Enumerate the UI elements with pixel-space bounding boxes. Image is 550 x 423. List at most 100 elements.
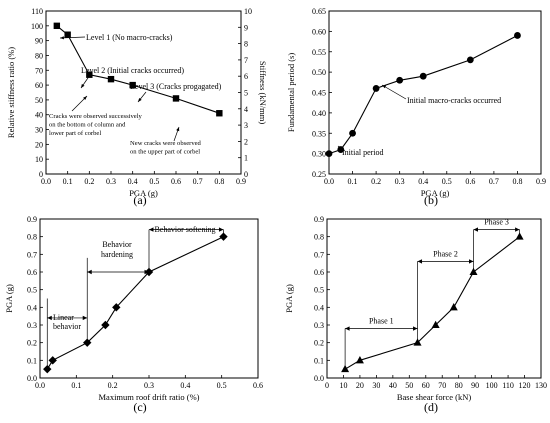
y-right-tick-label: 8: [244, 40, 248, 49]
x-tick-label: 0.2: [84, 177, 94, 186]
phase-arrow-head-left: [345, 326, 350, 331]
annotation-cracks-bottom: on the bottom of column and: [49, 122, 126, 129]
data-point: [101, 320, 110, 330]
series-line: [46, 236, 224, 370]
y-axis-label: PGA (g): [4, 284, 14, 313]
annotation-arrow-head: [83, 96, 87, 100]
annotation-cracks-bottom: lower part of corbel: [49, 130, 101, 137]
annotation-arrow: [59, 36, 86, 39]
y-tick-label: 0.6: [27, 268, 37, 277]
y-tick-label: 0.30: [312, 150, 326, 159]
chart-panel-4: 0 10 20 30 40 50 60 70 80 90 100 110 120 130 0.0 0.1 0.2…: [284, 215, 547, 414]
annotation-behavior-softening: Behavior softening: [154, 225, 215, 234]
annotation-cracks-bottom: Cracks were observed successively: [49, 113, 143, 120]
phase-arrow-head-right: [515, 227, 520, 232]
y-tick-label: 0.0: [27, 374, 37, 383]
x-tick-label: 0.6: [465, 177, 475, 186]
y-right-tick-label: 4: [244, 105, 248, 114]
x-tick-label: 90: [471, 381, 479, 390]
y-right-tick-label: 2: [244, 137, 248, 146]
y-right-tick-label: 6: [244, 72, 248, 81]
x-tick-label: 0.3: [395, 177, 405, 186]
y-tick-label: 40: [35, 111, 43, 120]
annotation-arrow-head: [60, 36, 64, 40]
data-point: [325, 150, 333, 158]
y-right-tick-label: 3: [244, 121, 248, 130]
y-tick-label: 50: [35, 96, 43, 105]
y-right-tick-label: 5: [244, 89, 248, 98]
data-point: [83, 338, 92, 347]
phase-arrow-head-left: [417, 259, 423, 264]
data-point: [337, 146, 345, 153]
y-tick-label: 0.5: [27, 286, 37, 295]
x-tick-label: 30: [372, 381, 380, 390]
annotation-arrow-head: [138, 98, 142, 102]
x-tick-label: 0.7: [489, 177, 499, 186]
phase-arrow-head-right: [218, 227, 224, 232]
annotation-cracks-upper: New cracks were observed: [130, 140, 202, 147]
x-axis-label: PGA (g): [421, 188, 450, 198]
y-tick-label: 0.6: [314, 268, 324, 277]
x-tick-label: 0.3: [106, 177, 116, 186]
data-point: [349, 129, 356, 137]
x-tick-label: 0.8: [512, 177, 522, 186]
phase-arrow-head-left: [47, 315, 52, 321]
y-tick-label: 100: [31, 22, 43, 31]
panel-label: (b): [424, 193, 438, 207]
y-tick-label: 0.35: [312, 129, 326, 138]
data-point: [431, 320, 440, 328]
x-tick-label: 120: [519, 381, 531, 390]
phase-arrow-head-right: [469, 259, 474, 264]
y-right-tick-label: 7: [244, 56, 248, 65]
x-tick-label: 60: [422, 381, 430, 390]
phase-arrow-head-left: [473, 227, 479, 232]
y-tick-label: 80: [35, 51, 43, 60]
annotation-initial-macro-cracks: Initial macro-cracks occurred: [407, 96, 501, 105]
x-tick-label: 0.5: [217, 381, 227, 390]
y-right-tick-label: 0: [244, 170, 248, 179]
panel-label: (d): [424, 400, 438, 414]
chart-panel-3: 0.0 0.1 0.2 0.3 0.4 0.5 0.6 0.0 0.1 0.2 0.3 0.4 0.5 0…: [4, 215, 263, 414]
data-point: [172, 95, 180, 102]
y-tick-label: 0.2: [314, 339, 324, 348]
y-axis-label: Relative stiffness ratio (%): [6, 47, 16, 138]
x-tick-label: 20: [356, 381, 364, 390]
x-tick-label: 0.0: [324, 177, 334, 186]
y-tick-label: 0.4: [314, 303, 324, 312]
y-tick-label: 0.65: [312, 7, 326, 16]
annotation-arrow: [381, 84, 407, 100]
x-tick-label: 0.4: [180, 381, 190, 390]
x-tick-label: 80: [455, 381, 463, 390]
series-line: [328, 35, 518, 155]
data-point: [514, 32, 521, 39]
annotation-level-3: Level 3 (Cracks progagated): [130, 82, 222, 91]
y-right-tick-label: 9: [244, 23, 248, 32]
x-tick-label: 110: [502, 381, 514, 390]
y-tick-label: 0.1: [314, 356, 324, 365]
x-tick-label: 0.2: [108, 381, 118, 390]
phase-arrow-head-left: [149, 227, 154, 232]
panel-label: (c): [133, 400, 146, 414]
annotation-level-2: Level 2 (Initial cracks occurred): [81, 66, 184, 75]
data-point: [396, 76, 404, 84]
data-point: [466, 56, 474, 64]
x-tick-label: 0.6: [171, 177, 181, 186]
x-tick-label: 0.9: [536, 177, 546, 186]
annotation-arrow-head: [338, 146, 343, 150]
y-tick-label: 0: [39, 170, 43, 179]
annotation-linear-behavior: Linear: [53, 313, 74, 322]
y-tick-label: 70: [35, 66, 43, 75]
x-axis-label: Base shear force (kN): [397, 392, 472, 402]
data-point: [53, 22, 61, 30]
y-tick-label: 0.8: [27, 233, 37, 242]
y-tick-label: 30: [35, 126, 43, 135]
y-tick-label: 0.7: [27, 250, 37, 259]
data-point: [372, 85, 380, 92]
data-point: [355, 356, 364, 364]
y-axis-label: Fundamental period (s): [286, 53, 296, 132]
annotation-linear-behavior: behavior: [53, 322, 81, 331]
x-tick-label: 0.5: [149, 177, 159, 186]
annotation-arrow-head: [81, 83, 85, 88]
data-point: [43, 364, 52, 374]
